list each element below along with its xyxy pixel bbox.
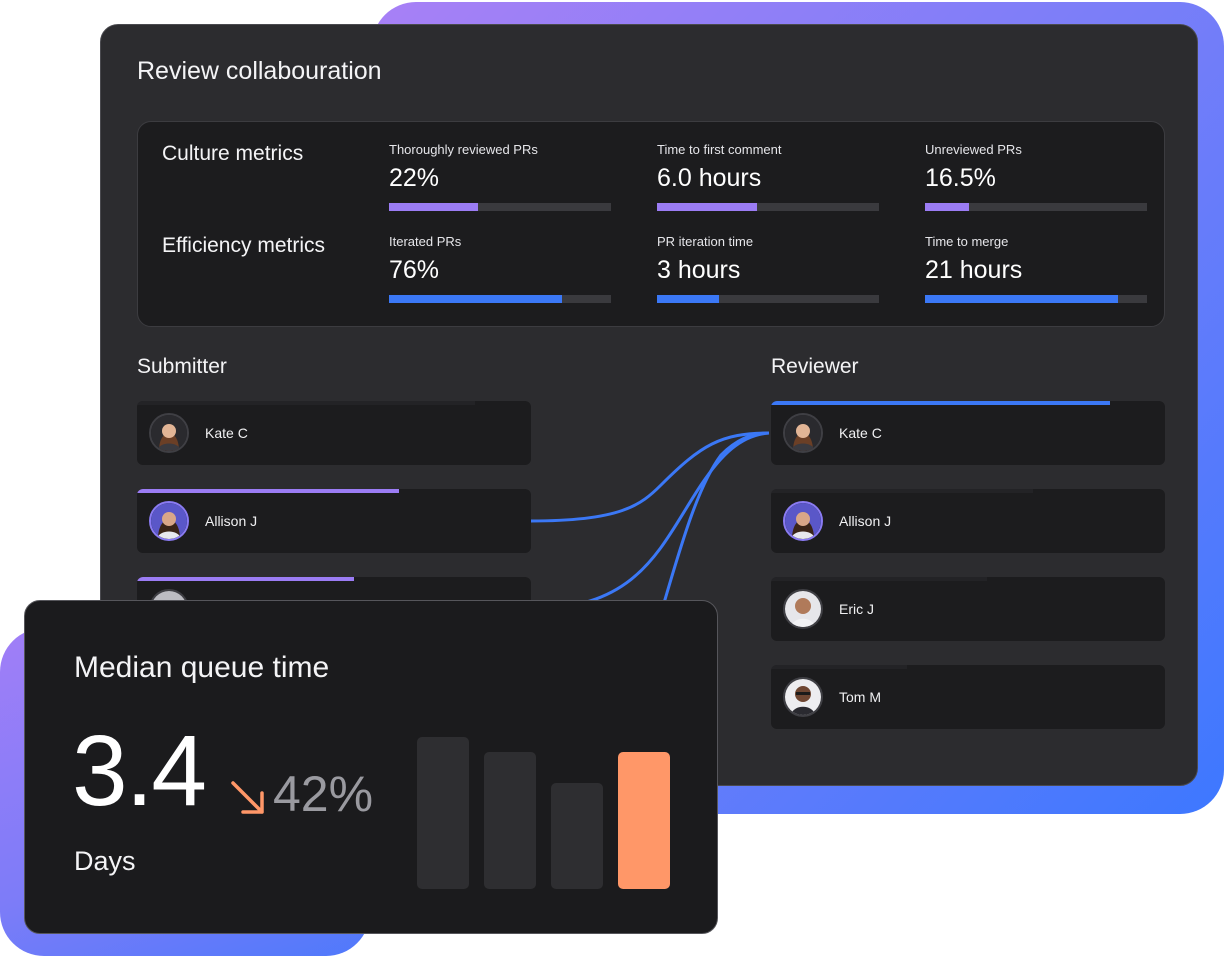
metric-progress-fill xyxy=(925,295,1119,303)
row-activity-bar xyxy=(137,577,354,581)
person-name: Allison J xyxy=(839,513,892,529)
metric-unreviewed-prs: Unreviewed PRs 16.5% xyxy=(925,142,1147,211)
reviewer-row-tom[interactable]: Tom M xyxy=(771,665,1165,729)
reviewer-title: Reviewer xyxy=(771,355,859,378)
metric-progress-fill xyxy=(657,203,757,211)
person-name: Eric J xyxy=(839,601,874,617)
avatar xyxy=(783,413,823,453)
reviewer-row-kate[interactable]: Kate C xyxy=(771,401,1165,465)
queue-bar-chart xyxy=(417,737,677,889)
metric-label: Time to merge xyxy=(925,234,1009,249)
metric-progress-track xyxy=(389,203,611,211)
metric-label: Iterated PRs xyxy=(389,234,462,249)
reviewer-row-eric[interactable]: Eric J xyxy=(771,577,1165,641)
queue-unit: Days xyxy=(74,846,136,876)
person-name: Kate C xyxy=(205,425,248,441)
metric-progress-track xyxy=(389,295,611,303)
person-name: Tom M xyxy=(839,689,881,705)
metric-label: Thoroughly reviewed PRs xyxy=(389,142,538,157)
metric-thoroughly-reviewed: Thoroughly reviewed PRs 22% xyxy=(389,142,611,211)
metric-value: 22% xyxy=(389,164,440,192)
connector-line xyxy=(530,431,770,611)
avatar xyxy=(149,501,189,541)
person-name: Kate C xyxy=(839,425,882,441)
queue-bar xyxy=(551,783,603,889)
person-name: Allison J xyxy=(205,513,258,529)
queue-bar xyxy=(417,737,469,889)
metric-label: PR iteration time xyxy=(657,234,754,249)
avatar xyxy=(149,413,189,453)
metric-progress-fill xyxy=(389,295,563,303)
queue-change: 42% xyxy=(273,766,374,822)
card-title: Review collabouration xyxy=(137,57,382,85)
avatar xyxy=(783,589,823,629)
submitter-title: Submitter xyxy=(137,355,227,378)
queue-title: Median queue time xyxy=(74,651,330,684)
queue-bar xyxy=(484,752,536,889)
connector-line xyxy=(649,431,770,646)
culture-metrics-label: Culture metrics xyxy=(162,142,304,165)
metric-label: Unreviewed PRs xyxy=(925,142,1022,157)
metric-value: 3 hours xyxy=(657,256,741,284)
metric-time-to-first-comment: Time to first comment 6.0 hours xyxy=(657,142,879,211)
metric-progress-track xyxy=(925,203,1147,211)
metric-progress-track xyxy=(657,295,879,303)
metric-label: Time to first comment xyxy=(657,142,782,157)
reviewer-row-allison[interactable]: Allison J xyxy=(771,489,1165,553)
metric-value: 21 hours xyxy=(925,256,1023,284)
metric-progress-track xyxy=(657,203,879,211)
metric-progress-fill xyxy=(925,203,970,211)
submitter-row-allison[interactable]: Allison J xyxy=(137,489,531,553)
arrow-down-right-icon xyxy=(231,781,264,814)
metric-value: 16.5% xyxy=(925,164,996,192)
metrics-panel: Culture metrics Efficiency metrics Thoro… xyxy=(137,121,1165,327)
queue-value: 3.4 xyxy=(72,715,207,827)
connector-line xyxy=(530,431,770,523)
metric-value: 6.0 hours xyxy=(657,164,762,192)
metric-progress-fill xyxy=(389,203,478,211)
median-queue-time-card: Median queue time 3.4 42% Days xyxy=(24,600,718,934)
queue-bar xyxy=(618,752,670,889)
metric-pr-iteration-time: PR iteration time 3 hours xyxy=(657,234,879,303)
avatar xyxy=(783,501,823,541)
submitter-row-kate[interactable]: Kate C xyxy=(137,401,531,465)
metric-value: 76% xyxy=(389,256,440,284)
review-connections xyxy=(530,431,770,646)
efficiency-metrics-label: Efficiency metrics xyxy=(162,234,325,257)
row-activity-bar xyxy=(771,401,1110,405)
review-collaboration-card: Review collabouration Culture metrics Ef… xyxy=(100,24,1198,786)
metric-iterated-prs: Iterated PRs 76% xyxy=(389,234,611,303)
metric-progress-track xyxy=(925,295,1147,303)
avatar xyxy=(783,677,823,717)
metric-progress-fill xyxy=(657,295,720,303)
row-activity-bar xyxy=(137,489,399,493)
metric-time-to-merge: Time to merge 21 hours xyxy=(925,234,1147,303)
